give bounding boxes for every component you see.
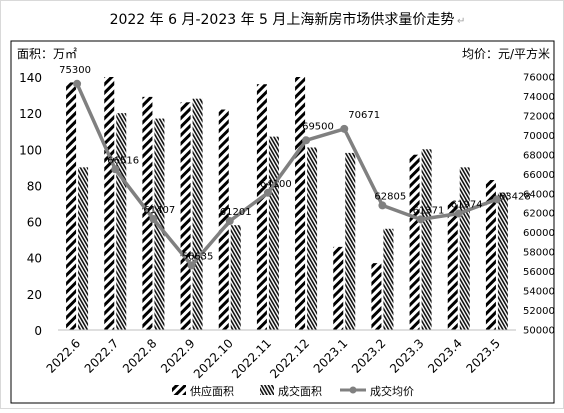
price-data-label: 70671	[348, 110, 380, 121]
price-data-label: 61407	[143, 205, 175, 216]
price-point	[225, 217, 234, 226]
price-data-label: 63428	[499, 191, 531, 202]
price-data-label: 66516	[107, 155, 139, 166]
legend-supply-swatch	[172, 385, 186, 395]
deal-bar	[268, 136, 279, 330]
y-left-tick-label: 40	[27, 252, 42, 266]
supply-bar	[256, 84, 267, 330]
y-right-tick-label: 72000	[523, 111, 555, 122]
deal-bar	[307, 147, 318, 330]
supply-bar	[371, 263, 382, 330]
plot-frame	[10, 40, 555, 404]
deal-bar	[383, 228, 394, 330]
chart-title: 2022 年 6 月-2023 年 5 月上海新房市场供求量价走势	[110, 11, 455, 28]
price-data-label: 61974	[451, 199, 483, 210]
legend-price-marker	[349, 386, 357, 394]
price-point	[263, 188, 272, 197]
supply-bar	[485, 180, 496, 330]
deal-bar	[78, 167, 89, 330]
supply-bar	[409, 154, 420, 330]
supply-bar	[180, 102, 191, 330]
price-point	[187, 261, 196, 270]
y-right-tick-label: 66000	[523, 170, 555, 181]
price-data-label: 62805	[374, 191, 406, 202]
deal-bar	[192, 98, 203, 330]
y-right-tick-label: 74000	[523, 92, 555, 103]
y-right-tick-label: 56000	[523, 267, 555, 278]
price-data-label: 56635	[182, 251, 214, 262]
y-right-tick-label: 52000	[523, 306, 555, 317]
y-right-tick-label: 70000	[523, 131, 555, 142]
y-left-tick-label: 120	[19, 107, 42, 121]
price-point	[111, 165, 120, 174]
price-point	[149, 215, 158, 224]
price-data-label: 69500	[302, 121, 334, 132]
price-point	[73, 79, 82, 88]
y-left-label: 面积：万㎡	[17, 47, 77, 61]
price-line	[73, 79, 501, 270]
y-right-tick-label: 54000	[523, 287, 555, 298]
price-point	[340, 124, 349, 133]
y-left-tick-label: 140	[19, 71, 42, 85]
y-left-tick-label: 100	[19, 143, 42, 157]
supply-bar	[104, 77, 115, 330]
legend-deal-swatch	[260, 385, 274, 395]
title-return-mark: ↵	[457, 16, 465, 27]
deal-bar	[497, 192, 508, 330]
y-right-label: 均价：元/平方米	[462, 46, 550, 61]
deal-bar	[459, 167, 470, 330]
y-right-tick-label: 50000	[523, 326, 555, 337]
legend-deal-label: 成交面积	[278, 384, 322, 398]
y-right-tick-label: 76000	[523, 73, 555, 84]
y-left-tick-label: 0	[34, 324, 42, 338]
y-right-tick-label: 60000	[523, 228, 555, 239]
price-data-label: 61201	[220, 207, 252, 218]
price-labels: 75300 66516 61407 56635 61201 64100 69500 70671…	[59, 65, 531, 263]
legend: 供应面积 成交面积 成交均价	[172, 384, 414, 398]
deal-bar	[116, 113, 127, 331]
price-data-label: 64100	[260, 179, 292, 190]
legend-supply-label: 供应面积	[190, 384, 234, 398]
y-right-tick-label: 64000	[523, 189, 555, 200]
y-right-tick-label: 62000	[523, 209, 555, 220]
supply-bar	[447, 201, 458, 330]
deal-bar	[421, 149, 432, 330]
deal-bar	[345, 152, 356, 330]
supply-bar	[218, 109, 229, 331]
price-series-line	[75, 83, 498, 268]
price-point	[378, 201, 387, 210]
price-point	[416, 215, 425, 224]
legend-price-label: 成交均价	[370, 384, 414, 398]
price-point	[454, 209, 463, 218]
y-right-ticks: 50000 52000 54000 56000 58000 60000 62000 64000…	[523, 73, 555, 337]
y-right-tick-label: 58000	[523, 248, 555, 259]
price-point	[302, 136, 311, 145]
supply-bar	[295, 77, 306, 330]
price-data-label: 75300	[59, 65, 91, 76]
y-left-tick-label: 80	[27, 179, 42, 193]
price-point	[492, 195, 501, 204]
y-left-tick-label: 60	[27, 216, 42, 230]
price-data-label: 61371	[413, 205, 445, 216]
supply-bar	[333, 246, 344, 330]
y-left-ticks: 0 20 40 60 80 100 120 140	[19, 71, 42, 338]
y-left-tick-label: 20	[27, 288, 42, 302]
supply-bar	[66, 82, 77, 331]
deal-bar	[230, 225, 241, 330]
y-right-tick-label: 68000	[523, 150, 555, 161]
